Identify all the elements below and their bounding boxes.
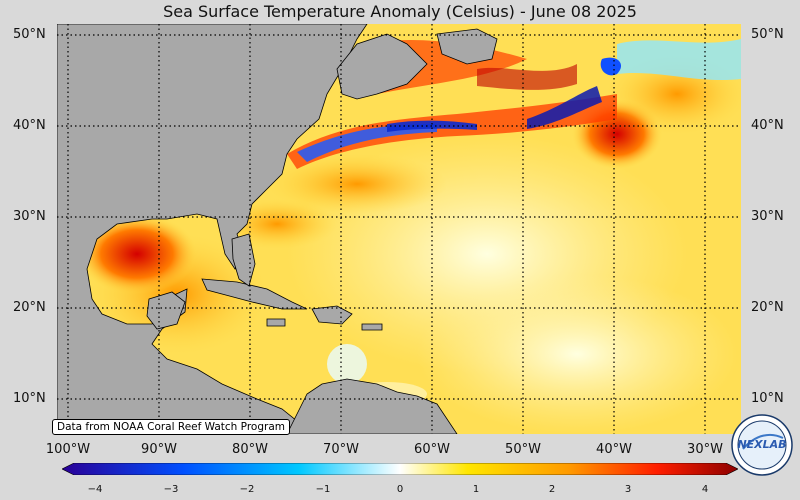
lat-label-right-30: 30°N — [751, 209, 784, 224]
graticule — [57, 24, 741, 434]
colorbar — [62, 463, 738, 475]
sst-anomaly-map — [57, 24, 741, 434]
lat-label-right-20: 20°N — [751, 300, 784, 315]
lat-label-left-50: 50°N — [13, 27, 46, 42]
lon-label-90w: 90°W — [141, 442, 177, 457]
data-credit: Data from NOAA Coral Reef Watch Program — [52, 419, 290, 435]
lon-label-70w: 70°W — [323, 442, 359, 457]
colorbar-tick-neg1: −1 — [315, 484, 331, 495]
colorbar-tick-neg3: −3 — [163, 484, 179, 495]
lat-label-left-30: 30°N — [13, 209, 46, 224]
lon-label-60w: 60°W — [414, 442, 450, 457]
lon-label-50w: 50°W — [505, 442, 541, 457]
colorbar-tick-2: 2 — [548, 484, 556, 495]
colorbar-tick-3: 3 — [624, 484, 632, 495]
lat-label-left-20: 20°N — [13, 300, 46, 315]
nexlab-logo: NEXLAB — [731, 414, 793, 476]
colorbar-tick-1: 1 — [472, 484, 480, 495]
lat-label-right-10: 10°N — [751, 391, 784, 406]
anomaly-field — [77, 39, 741, 434]
lat-label-left-40: 40°N — [13, 118, 46, 133]
colorbar-tick-4: 4 — [701, 484, 709, 495]
lon-label-100w: 100°W — [45, 442, 91, 457]
colorbar-tick-neg2: −2 — [239, 484, 255, 495]
logo-text: NEXLAB — [737, 438, 786, 451]
lat-label-right-40: 40°N — [751, 118, 784, 133]
colorbar-tick-neg4: −4 — [87, 484, 103, 495]
colorbar-tick-0: 0 — [396, 484, 404, 495]
lon-label-80w: 80°W — [232, 442, 268, 457]
lon-label-30w: 30°W — [687, 442, 723, 457]
lat-label-left-10: 10°N — [13, 391, 46, 406]
lon-label-40w: 40°W — [596, 442, 632, 457]
lat-label-right-50: 50°N — [751, 27, 784, 42]
map-title: Sea Surface Temperature Anomaly (Celsius… — [163, 2, 637, 21]
